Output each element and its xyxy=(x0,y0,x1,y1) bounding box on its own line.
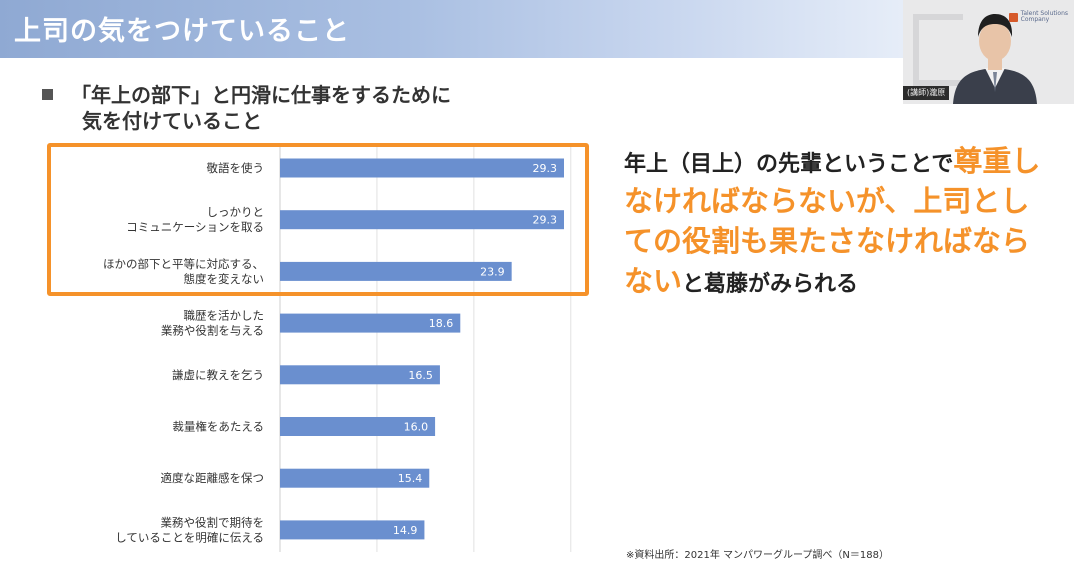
bar-4 xyxy=(280,365,440,385)
note-emphasis: 尊重しなければならないが、上司としての役割も果たさなければならない xyxy=(624,144,1041,298)
slide-title: 上司の気をつけていること xyxy=(14,16,350,47)
subtitle-line1: 「年上の部下」と円滑に仕事をするために xyxy=(71,83,451,107)
company-logo: Talent Solutions Company xyxy=(1008,10,1068,23)
category-label-6: 適度な距離感を保つ xyxy=(161,471,265,485)
category-label-3: 職歴を活かした業務や役割を与える xyxy=(161,309,264,338)
category-label-2: ほかの部下と平等に対応する、態度を変えない xyxy=(103,257,264,286)
bar-5 xyxy=(280,417,436,436)
highlight-box xyxy=(47,143,589,296)
presenter-video: Talent Solutions Company (講師)瀧原 xyxy=(903,0,1074,104)
logo-text: Talent Solutions xyxy=(1020,10,1068,17)
data-label-4: 16.5 xyxy=(408,369,433,382)
chart-subtitle: 「年上の部下」と円滑に仕事をするために 気を付けていること xyxy=(42,82,451,134)
wall-decoration xyxy=(913,14,963,86)
bar-7 xyxy=(280,520,425,540)
category-label-1: しっかりとコミュニケーションを取る xyxy=(126,205,264,234)
presenter-avatar xyxy=(953,14,1037,104)
header-bar: 上司の気をつけていること xyxy=(0,0,903,58)
source-note: ※資料出所：2021年 マンパワーグループ調べ（N＝188） xyxy=(626,550,889,561)
bar-0 xyxy=(280,158,564,178)
data-label-2: 23.9 xyxy=(480,265,505,278)
data-label-3: 18.6 xyxy=(429,317,454,330)
category-label-0: 敬語を使う xyxy=(207,161,265,175)
bar-1 xyxy=(280,210,564,230)
note-text-1: 年上（目上）の先輩ということで xyxy=(624,152,954,177)
data-label-1: 29.3 xyxy=(533,214,558,227)
bar-2 xyxy=(280,261,512,281)
data-label-7: 14.9 xyxy=(393,524,418,537)
category-label-4: 謙虚に教えを乞う xyxy=(172,368,264,382)
data-label-6: 15.4 xyxy=(398,472,423,485)
note-text-2: と葛藤がみられる xyxy=(682,272,859,297)
data-label-5: 16.0 xyxy=(404,421,429,434)
bar-chart: 29.3 敬語を使う 29.3 しっかりとコミュニケーションを取る 23.9 ほかの部下と… xyxy=(103,143,572,552)
category-label-5: 裁量権をあたえる xyxy=(172,420,264,434)
presenter-name: (講師)瀧原 xyxy=(903,86,950,100)
subtitle-line2: 気を付けていること xyxy=(82,109,262,133)
category-label-7: 業務や役割で期待をしていることを明確に伝える xyxy=(115,515,264,544)
bar-6 xyxy=(280,468,430,488)
data-label-0: 29.3 xyxy=(533,162,558,175)
bullet-square-icon xyxy=(42,89,53,100)
logo-mark-icon xyxy=(1008,12,1018,22)
logo-subtext: Company xyxy=(1020,16,1050,23)
bar-3 xyxy=(280,313,461,333)
insight-note: 年上（目上）の先輩ということで尊重しなければならないが、上司としての役割も果たさ… xyxy=(624,143,1054,303)
